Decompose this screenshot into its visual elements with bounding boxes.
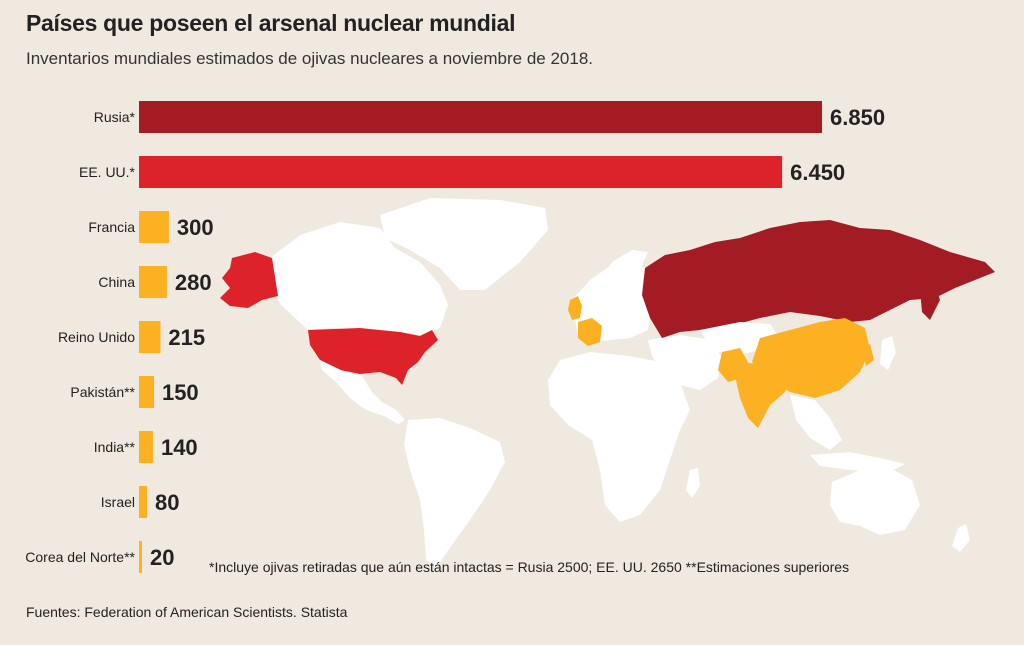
map-south-america bbox=[404, 418, 505, 568]
category-label: Pakistán** bbox=[70, 384, 135, 400]
bar bbox=[139, 376, 154, 408]
map-canada bbox=[270, 222, 448, 335]
category-label: Francia bbox=[88, 219, 135, 235]
category-label: Israel bbox=[101, 494, 135, 510]
value-label: 140 bbox=[161, 435, 198, 460]
value-label: 150 bbox=[162, 380, 199, 405]
bar bbox=[139, 486, 147, 518]
bar bbox=[139, 101, 822, 133]
map-korea bbox=[862, 344, 874, 366]
map-australia bbox=[830, 468, 920, 535]
value-label: 215 bbox=[168, 325, 205, 350]
chart-source: Fuentes: Federation of American Scientis… bbox=[26, 604, 348, 620]
map-madagascar bbox=[686, 468, 700, 498]
category-label: Corea del Norte** bbox=[25, 549, 135, 565]
category-label: Rusia* bbox=[94, 109, 136, 125]
map-africa bbox=[548, 352, 690, 522]
value-label: 80 bbox=[155, 490, 179, 515]
map-usa bbox=[308, 328, 438, 385]
map-mexico bbox=[320, 360, 405, 424]
map-new-zealand bbox=[952, 524, 970, 552]
bar bbox=[139, 211, 169, 243]
map-alaska bbox=[220, 252, 278, 308]
bar bbox=[139, 156, 783, 188]
chart-title: Países que poseen el arsenal nuclear mun… bbox=[26, 10, 516, 36]
chart-footnote: *Incluye ojivas retiradas que aún están … bbox=[209, 559, 850, 575]
bar bbox=[139, 431, 153, 463]
bar bbox=[139, 266, 167, 298]
map-russia bbox=[642, 220, 995, 338]
value-label: 300 bbox=[177, 215, 214, 240]
value-label: 280 bbox=[175, 270, 212, 295]
bar bbox=[139, 541, 142, 573]
map-scandinavia bbox=[600, 250, 648, 292]
chart-subtitle: Inventarios mundiales estimados de ojiva… bbox=[26, 49, 593, 68]
map-japan bbox=[880, 336, 896, 370]
map-indonesia bbox=[810, 452, 905, 472]
map-middle-east bbox=[648, 335, 722, 390]
world-map-illustration bbox=[220, 198, 995, 568]
map-uk bbox=[568, 296, 582, 320]
map-india bbox=[736, 362, 790, 428]
map-france bbox=[578, 318, 602, 346]
value-label: 6.850 bbox=[830, 105, 885, 130]
bars-layer: Rusia* 6.850 EE. UU.* 6.450 Francia 300 China 2… bbox=[25, 101, 885, 573]
value-label: 6.450 bbox=[790, 160, 845, 185]
category-label: India** bbox=[94, 439, 136, 455]
value-label: 20 bbox=[150, 545, 174, 570]
map-kamchatka bbox=[920, 285, 940, 320]
map-greenland bbox=[380, 198, 548, 290]
map-southeast-asia bbox=[790, 395, 842, 450]
bar bbox=[139, 321, 161, 353]
category-label: EE. UU.* bbox=[79, 164, 136, 180]
category-label: Reino Unido bbox=[58, 329, 135, 345]
category-label: China bbox=[98, 274, 135, 290]
